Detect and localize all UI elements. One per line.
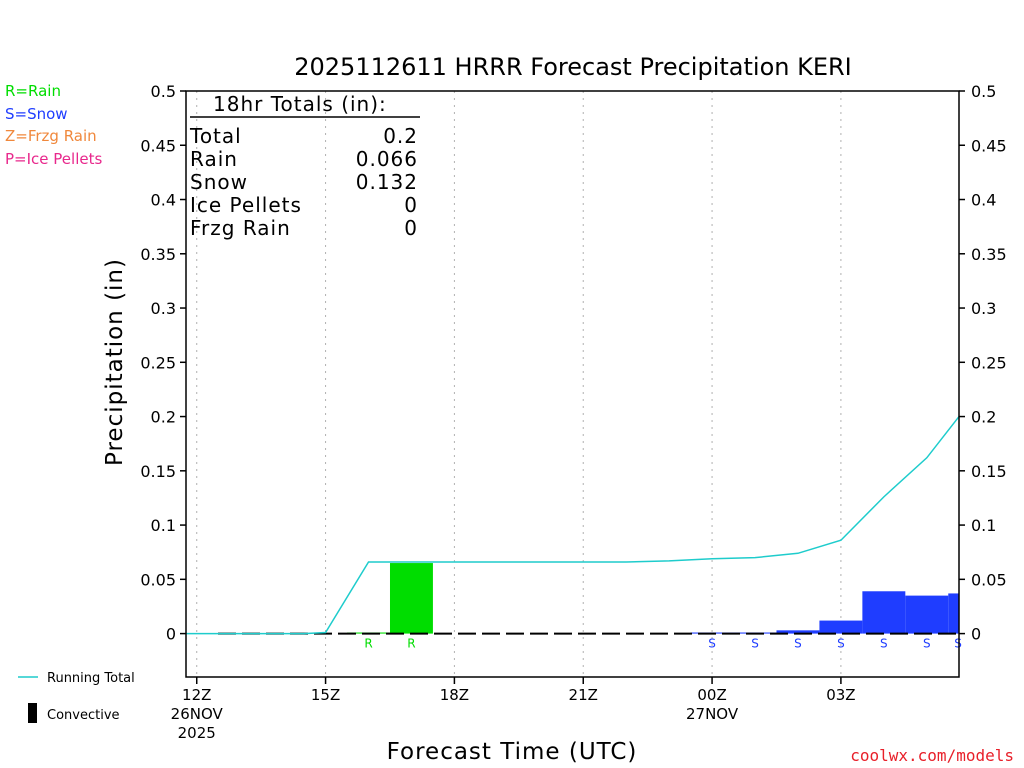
- totals-value-2: 0.132: [356, 170, 418, 194]
- legend-frzg-rain: Z=Frzg Rain: [5, 127, 97, 145]
- ytick-right-label-9: 0.05: [971, 570, 1007, 589]
- ptype-label-hour-13: S: [751, 637, 759, 651]
- ytick-right-label-8: 0.1: [971, 516, 996, 535]
- ptype-label-hour-15: S: [837, 637, 845, 651]
- ytick-left-label-4: 0.3: [151, 299, 176, 318]
- xtick-date-0: 26NOV: [171, 705, 224, 723]
- legend-rain: R=Rain: [5, 82, 61, 100]
- ptype-label-hour-14: S: [794, 637, 802, 651]
- bars: [347, 563, 959, 634]
- convective-swatch: [28, 703, 37, 723]
- x-axis-title: Forecast Time (UTC): [387, 739, 638, 765]
- running-total-line: [186, 416, 960, 635]
- ytick-right-label-6: 0.2: [971, 408, 996, 427]
- chart-title: 2025112611 HRRR Forecast Precipitation K…: [294, 53, 852, 81]
- totals-label-4: Frzg Rain: [190, 216, 291, 240]
- ytick-left-label-2: 0.4: [151, 191, 176, 210]
- bar-hour-16: [862, 591, 906, 634]
- legend-ice-pellets: P=Ice Pellets: [5, 150, 102, 168]
- totals-header: 18hr Totals (in):: [213, 92, 387, 116]
- totals-value-4: 0: [404, 216, 418, 240]
- xtick-label-0: 12Z: [182, 686, 211, 704]
- xtick-label-1: 15Z: [311, 686, 340, 704]
- y-axis-ticks: 0.5 0.5 0.45 0.45 0.4 0.4 0.35 0.35 0.3 0.3 0.25 0.…: [140, 82, 1006, 644]
- ytick-left-label-7: 0.15: [140, 462, 176, 481]
- ytick-right-label-10: 0: [971, 625, 981, 644]
- y-axis-title: Precipitation (in): [102, 258, 128, 466]
- plot-frame: [185, 90, 960, 678]
- legend-running-total: Running Total: [47, 671, 135, 686]
- totals-box: 18hr Totals (in): Total 0.2 Rain 0.066 Snow 0…: [189, 92, 420, 240]
- xtick-date-4: 27NOV: [686, 705, 739, 723]
- totals-rows: Total 0.2 Rain 0.066 Snow 0.132 Ice Pellets 0 Fr…: [189, 124, 418, 240]
- xtick-label-2: 18Z: [440, 686, 469, 704]
- ytick-right-label-1: 0.45: [971, 136, 1007, 155]
- ptype-label-hour-16: S: [880, 637, 888, 651]
- bar-hour-15: [819, 620, 863, 634]
- xtick-label-5: 03Z: [826, 686, 855, 704]
- totals-label-1: Rain: [190, 147, 238, 171]
- ytick-left-label-3: 0.35: [140, 245, 176, 264]
- totals-label-0: Total: [189, 124, 242, 148]
- totals-label-2: Snow: [190, 170, 248, 194]
- totals-value-0: 0.2: [383, 124, 418, 148]
- totals-value-3: 0: [404, 193, 418, 217]
- gridlines: [196, 91, 842, 677]
- legend-convective: Convective: [47, 708, 120, 723]
- precip-type-legend: R=Rain S=Snow Z=Frzg Rain P=Ice Pellets: [5, 82, 102, 168]
- ptype-label-hour-18: S: [954, 637, 962, 651]
- ytick-left-label-10: 0: [166, 625, 176, 644]
- totals-value-1: 0.066: [356, 147, 418, 171]
- ptype-label-hour-12: S: [708, 637, 716, 651]
- ytick-left-label-1: 0.45: [140, 136, 176, 155]
- ytick-left-label-0: 0.5: [151, 82, 176, 101]
- ytick-right-label-3: 0.35: [971, 245, 1007, 264]
- ytick-right-label-0: 0.5: [971, 82, 996, 101]
- ptype-label-hour-17: S: [923, 637, 931, 651]
- bar-hour-14: [776, 630, 820, 634]
- legend-snow: S=Snow: [5, 105, 68, 123]
- ptype-label-hour-4: R: [364, 637, 372, 651]
- xtick-label-4: 00Z: [697, 686, 726, 704]
- line-legend: Running Total Convective: [18, 671, 135, 723]
- ytick-right-label-5: 0.25: [971, 353, 1007, 372]
- ptype-label-hour-5: R: [407, 637, 415, 651]
- bar-hour-18: [948, 593, 959, 634]
- xtick-year-0: 2025: [178, 724, 216, 742]
- ytick-left-label-8: 0.1: [151, 516, 176, 535]
- credit-text: coolwx.com/models: [850, 746, 1014, 765]
- ytick-left-label-9: 0.05: [140, 570, 176, 589]
- ytick-right-label-4: 0.3: [971, 299, 996, 318]
- totals-label-3: Ice Pellets: [190, 193, 302, 217]
- bar-hour-17: [905, 595, 949, 634]
- xtick-label-3: 21Z: [569, 686, 598, 704]
- ytick-left-label-5: 0.25: [140, 353, 176, 372]
- ytick-right-label-2: 0.4: [971, 191, 996, 210]
- ytick-right-label-7: 0.15: [971, 462, 1007, 481]
- bar-hour-5: [389, 563, 433, 634]
- ytick-left-label-6: 0.2: [151, 408, 176, 427]
